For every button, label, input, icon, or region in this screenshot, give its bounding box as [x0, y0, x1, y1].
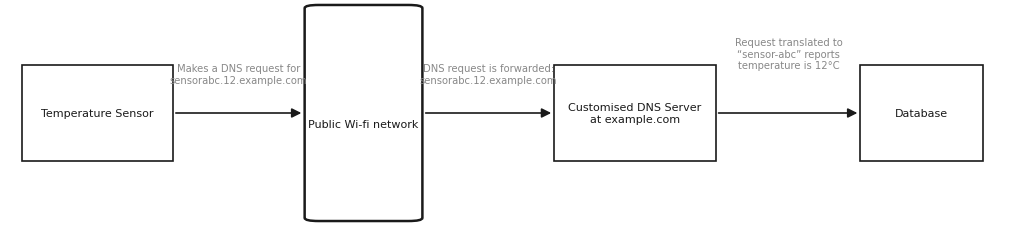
Text: Temperature Sensor: Temperature Sensor	[41, 109, 154, 118]
FancyBboxPatch shape	[860, 66, 983, 161]
FancyBboxPatch shape	[554, 66, 716, 161]
Text: Database: Database	[895, 109, 948, 118]
Text: Request translated to
“sensor-abc” reports
temperature is 12°C: Request translated to “sensor-abc” repor…	[734, 38, 843, 71]
Text: Customised DNS Server
at example.com: Customised DNS Server at example.com	[568, 103, 701, 124]
Text: Public Wi-fi network: Public Wi-fi network	[308, 120, 419, 130]
Text: DNS request is forwarded:
sensorabc.12.example.com: DNS request is forwarded: sensorabc.12.e…	[420, 64, 557, 86]
Text: Makes a DNS request for
sensorabc.12.example.com: Makes a DNS request for sensorabc.12.exa…	[170, 64, 307, 86]
FancyBboxPatch shape	[305, 6, 422, 221]
FancyBboxPatch shape	[22, 66, 173, 161]
